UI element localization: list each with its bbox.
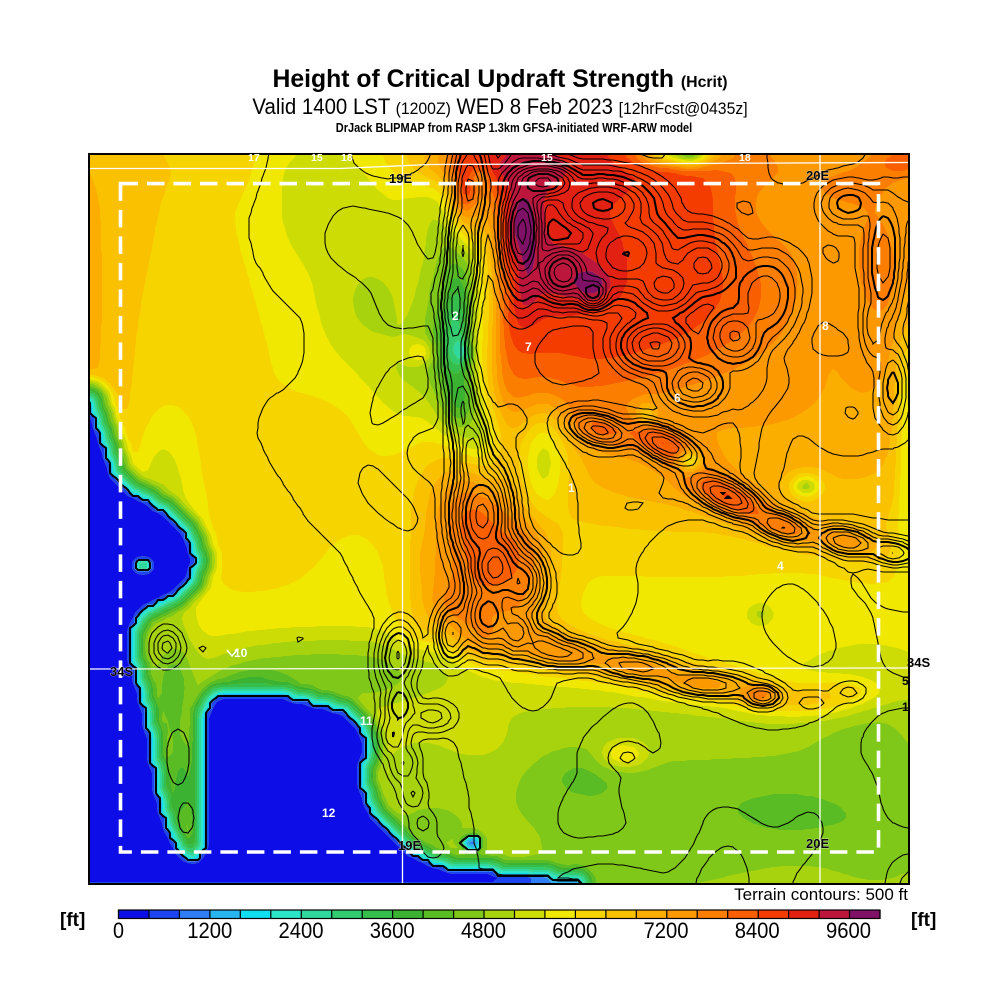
svg-text:7: 7 — [525, 340, 532, 354]
svg-text:15: 15 — [311, 152, 323, 164]
svg-text:19E: 19E — [389, 171, 412, 186]
svg-text:6000: 6000 — [552, 918, 597, 943]
svg-text:9600: 9600 — [826, 918, 871, 943]
svg-text:17: 17 — [248, 152, 260, 164]
svg-text:15: 15 — [541, 152, 553, 164]
svg-text:10: 10 — [234, 646, 248, 660]
svg-text:34S: 34S — [907, 655, 930, 670]
svg-text:2: 2 — [452, 309, 459, 323]
svg-text:1: 1 — [568, 481, 575, 495]
svg-text:6: 6 — [674, 391, 681, 405]
svg-text:[ft]: [ft] — [911, 910, 936, 931]
svg-text:8400: 8400 — [735, 918, 780, 943]
svg-text:3600: 3600 — [370, 918, 415, 943]
svg-text:Terrain contours: 500 ft: Terrain contours: 500 ft — [734, 885, 908, 904]
svg-text:18: 18 — [341, 152, 353, 164]
svg-text:2400: 2400 — [279, 918, 324, 943]
svg-text:20E: 20E — [806, 168, 829, 183]
svg-text:0: 0 — [113, 918, 124, 943]
svg-text:1200: 1200 — [187, 918, 232, 943]
svg-text:8: 8 — [822, 319, 829, 333]
svg-text:5: 5 — [902, 674, 909, 688]
svg-text:4: 4 — [777, 559, 784, 573]
svg-text:[ft]: [ft] — [60, 910, 85, 931]
svg-text:12: 12 — [322, 806, 336, 820]
svg-text:7200: 7200 — [644, 918, 689, 943]
svg-text:18: 18 — [739, 152, 751, 164]
svg-text:1: 1 — [902, 700, 909, 714]
svg-text:11: 11 — [360, 714, 373, 728]
svg-text:19E: 19E — [398, 838, 421, 853]
svg-text:4800: 4800 — [461, 918, 506, 943]
svg-text:34S: 34S — [110, 664, 133, 679]
svg-text:20E: 20E — [806, 836, 829, 851]
